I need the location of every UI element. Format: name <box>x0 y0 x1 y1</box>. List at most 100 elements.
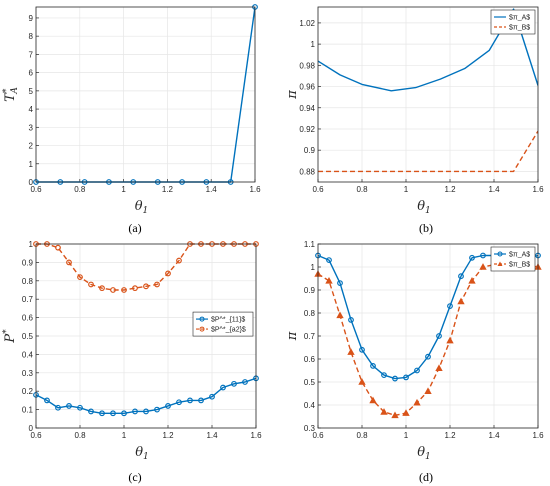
data-point <box>242 379 248 385</box>
data-point <box>110 410 116 417</box>
y-tick-label: 0.1 <box>22 406 34 415</box>
data-point <box>132 285 138 292</box>
y-axis-label-main: P <box>3 334 18 344</box>
legend-marker <box>497 261 503 266</box>
x-axis-label-sub: 1 <box>425 452 431 462</box>
data-point <box>143 283 149 290</box>
legend: $π_A$ $π_B$ <box>490 246 536 272</box>
x-tick-label: 1.4 <box>488 185 500 194</box>
axes-frame <box>35 6 256 183</box>
y-tick-label: 0.8 <box>22 277 34 286</box>
data-point <box>336 311 344 319</box>
x-axis-label: θ1 <box>417 199 431 216</box>
data-point <box>413 398 421 406</box>
panel-caption: (d) <box>419 470 433 484</box>
y-tick-label: 0 <box>29 424 34 433</box>
legend-marker <box>199 316 205 322</box>
x-tick-label: 1.2 <box>162 431 174 440</box>
data-point <box>66 403 72 409</box>
x-tick-label: 1.4 <box>488 431 500 440</box>
y-axis-label-sub: A <box>10 87 20 95</box>
y-tick-label: 1 <box>311 263 316 272</box>
y-tick-label: 0.92 <box>299 125 315 134</box>
data-point <box>209 393 215 400</box>
x-tick-label: 1 <box>404 185 409 194</box>
x-axis-label: θ1 <box>135 199 149 216</box>
y-tick-label: 1.02 <box>299 19 315 28</box>
legend-label: $P^*_{a2}$ <box>211 327 246 334</box>
x-tick-label: 1.6 <box>532 185 544 194</box>
y-axis-label: π <box>285 90 300 100</box>
y-tick-label: 0.4 <box>22 350 34 359</box>
x-tick-label: 0.8 <box>74 185 86 194</box>
series-line-b-1 <box>318 130 538 173</box>
legend-label: $P^*_{11}$ <box>211 317 245 324</box>
x-tick-label: 1.2 <box>444 185 456 194</box>
data-point <box>370 363 376 369</box>
data-point <box>44 397 50 404</box>
x-tick-label: 0.8 <box>356 185 368 194</box>
y-tick-label: 0.7 <box>304 332 316 341</box>
panel-d: 0.6 0.8 1 1.2 1.4 1.6 0.3 0.4 0.5 0.6 0.7 0.8 0.9 1 1.… <box>285 240 544 484</box>
x-axis-label-sub: 1 <box>143 206 149 216</box>
x-axis-label-main: θ <box>417 445 425 460</box>
data-point <box>154 281 160 288</box>
series-group <box>36 243 256 414</box>
x-tick-label: 0.6 <box>312 431 324 440</box>
y-tick-label: 5 <box>29 87 34 96</box>
data-point <box>143 408 149 415</box>
x-tick-label: 0.8 <box>356 431 368 440</box>
panel-c: 0.6 0.8 1 1.2 1.4 1.6 0 0.1 0.2 0.3 0.4 0.5 0.6 0.7 0.… <box>2 240 262 484</box>
data-point <box>468 276 476 284</box>
plot-area <box>318 7 538 182</box>
data-point <box>325 276 333 284</box>
data-point <box>132 408 138 415</box>
data-point <box>403 374 409 381</box>
x-axis-label-sub: 1 <box>425 206 431 216</box>
y-tick-label: 0.88 <box>299 167 315 176</box>
data-point <box>358 378 366 385</box>
data-point <box>435 364 443 372</box>
y-tick-label: 2 <box>29 142 34 151</box>
data-point <box>458 273 464 280</box>
y-axis-label-sup: * <box>2 88 12 93</box>
y-tick-label: 3 <box>29 123 34 132</box>
data-point <box>424 387 432 395</box>
x-axis-label-sub: 1 <box>143 452 149 462</box>
data-point <box>480 252 486 259</box>
x-tick-label: 1 <box>404 431 409 440</box>
y-axis-label: P* <box>2 329 18 344</box>
legend: $π_A$ $π_B$ <box>490 9 536 35</box>
x-tick-label: 0.6 <box>312 185 324 194</box>
x-tick-label: 0.6 <box>30 431 42 440</box>
data-point <box>381 372 387 379</box>
data-point <box>436 333 442 339</box>
legend-label: $π_B$ <box>509 262 530 269</box>
data-point <box>55 244 61 251</box>
x-tick-label: 1.6 <box>532 431 544 440</box>
legend-marker <box>199 326 205 332</box>
data-point <box>447 303 453 310</box>
data-point <box>165 403 171 409</box>
y-tick-label: 1 <box>311 40 316 49</box>
data-point <box>446 336 454 344</box>
data-point <box>369 396 377 404</box>
data-point <box>231 380 237 387</box>
x-tick-label: 1 <box>122 431 127 440</box>
y-tick-label: 0.98 <box>299 61 315 70</box>
x-axis-label: θ1 <box>417 445 431 462</box>
y-tick-label: 0.94 <box>299 104 315 113</box>
axes-frame <box>317 6 539 183</box>
x-tick-label: 1.2 <box>444 431 456 440</box>
y-tick-label: 0 <box>29 178 34 187</box>
y-tick-label: 1 <box>29 160 34 169</box>
y-tick-label: 0.96 <box>299 83 315 92</box>
x-tick-label: 1 <box>121 185 126 194</box>
data-point <box>66 259 72 266</box>
data-point <box>165 270 171 277</box>
panel-caption: (b) <box>419 221 433 235</box>
y-axis-label-main: π <box>285 331 300 341</box>
x-axis-label-main: θ <box>135 199 143 214</box>
